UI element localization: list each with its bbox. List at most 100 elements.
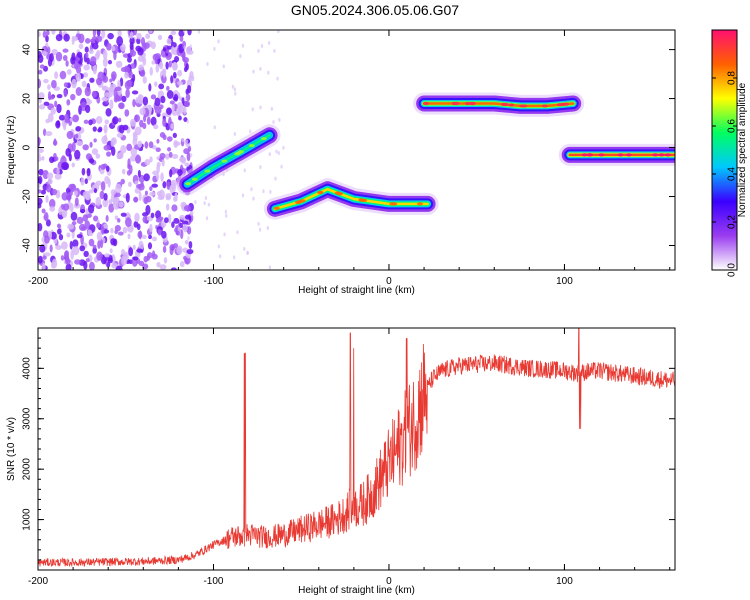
- noise-blob: [38, 96, 42, 104]
- noise-blob: [98, 126, 103, 132]
- noise-blob: [97, 240, 101, 249]
- noise-blob: [100, 163, 107, 170]
- noise-blob: [119, 77, 124, 87]
- noise-blob: [178, 115, 182, 121]
- spectral-hotspot: [625, 153, 632, 157]
- noise-blob: [54, 173, 62, 180]
- spectral-hotspot: [185, 182, 192, 186]
- noise-blob: [76, 65, 82, 74]
- noise-blob: [45, 30, 50, 36]
- noise-blob: [93, 138, 97, 143]
- noise-blob: [139, 69, 146, 77]
- noise-blob: [82, 72, 89, 78]
- noise-blob: [137, 169, 141, 178]
- noise-blob: [251, 107, 254, 112]
- noise-blob: [170, 30, 177, 36]
- noise-blob: [280, 164, 283, 169]
- noise-blob: [130, 146, 138, 157]
- noise-blob: [117, 30, 122, 38]
- noise-blob: [236, 230, 239, 235]
- noise-blob: [142, 57, 147, 66]
- noise-blob: [120, 144, 127, 154]
- noise-blob: [143, 173, 150, 182]
- noise-blob: [157, 195, 165, 201]
- noise-blob: [56, 223, 61, 229]
- noise-blob: [96, 30, 101, 37]
- spectral-hotspot: [521, 104, 528, 108]
- bottom-x-tick-label: -200: [28, 576, 48, 587]
- noise-blob: [157, 34, 163, 40]
- noise-blob: [120, 43, 126, 52]
- noise-blob: [125, 192, 130, 203]
- noise-blob: [71, 78, 77, 89]
- spectral-hotspot: [541, 104, 548, 108]
- noise-blob: [44, 235, 50, 244]
- noise-blob: [183, 45, 186, 50]
- noise-blob: [120, 248, 126, 256]
- noise-blob: [132, 133, 138, 142]
- noise-blob: [260, 43, 264, 48]
- noise-blob: [56, 228, 62, 235]
- noise-blob: [70, 93, 76, 101]
- noise-blob: [153, 124, 159, 130]
- noise-blob: [64, 113, 69, 122]
- noise-blob: [183, 117, 188, 122]
- noise-blob: [38, 197, 43, 205]
- noise-blob: [62, 203, 70, 211]
- noise-blob: [45, 219, 51, 227]
- noise-blob: [115, 265, 123, 270]
- noise-blob: [135, 184, 142, 189]
- noise-blob: [169, 243, 176, 251]
- noise-blob: [63, 33, 70, 42]
- noise-blob: [138, 260, 145, 266]
- noise-blob: [84, 220, 91, 229]
- noise-blob: [257, 221, 260, 226]
- noise-blob: [234, 91, 237, 96]
- noise-blob: [185, 46, 192, 55]
- noise-blob: [217, 244, 221, 249]
- noise-blob: [129, 49, 137, 57]
- noise-blob: [171, 204, 178, 212]
- noise-blob: [47, 178, 53, 185]
- noise-blob: [92, 30, 97, 37]
- noise-blob: [111, 262, 119, 269]
- noise-blob: [96, 231, 102, 241]
- noise-blob: [101, 30, 106, 39]
- noise-blob: [102, 85, 107, 91]
- noise-blob: [50, 231, 57, 240]
- noise-blob: [118, 102, 124, 109]
- noise-blob: [95, 35, 103, 43]
- noise-blob: [50, 107, 56, 115]
- colorbar: [711, 29, 738, 271]
- noise-blob: [181, 138, 185, 143]
- noise-blob: [185, 139, 189, 144]
- noise-blob: [103, 144, 111, 151]
- noise-blob: [136, 32, 142, 40]
- noise-blob: [179, 261, 185, 268]
- noise-blob: [128, 247, 134, 257]
- noise-blob: [177, 168, 183, 177]
- noise-blob: [203, 201, 206, 206]
- noise-blob: [62, 54, 68, 62]
- noise-blob: [131, 90, 139, 95]
- spectral-track-band: [185, 134, 271, 186]
- noise-blob: [99, 239, 104, 249]
- noise-blob: [92, 126, 97, 132]
- noise-blob: [205, 216, 209, 221]
- noise-blob: [108, 199, 113, 205]
- colorbar-tick-label: 0.2: [727, 215, 738, 229]
- noise-blob: [167, 213, 172, 224]
- noise-blob: [49, 198, 56, 209]
- noise-blob: [148, 141, 154, 149]
- noise-blob: [95, 77, 103, 86]
- noise-blob: [39, 64, 45, 69]
- noise-blob: [111, 46, 116, 52]
- noise-blob: [150, 116, 157, 126]
- colorbar-tick-label: 0.8: [727, 71, 738, 85]
- colorbar-tick-label: 0.4: [727, 167, 738, 181]
- noise-blob: [88, 49, 94, 54]
- noise-blob: [161, 159, 165, 167]
- noise-blob: [186, 119, 189, 124]
- noise-blob: [127, 233, 131, 240]
